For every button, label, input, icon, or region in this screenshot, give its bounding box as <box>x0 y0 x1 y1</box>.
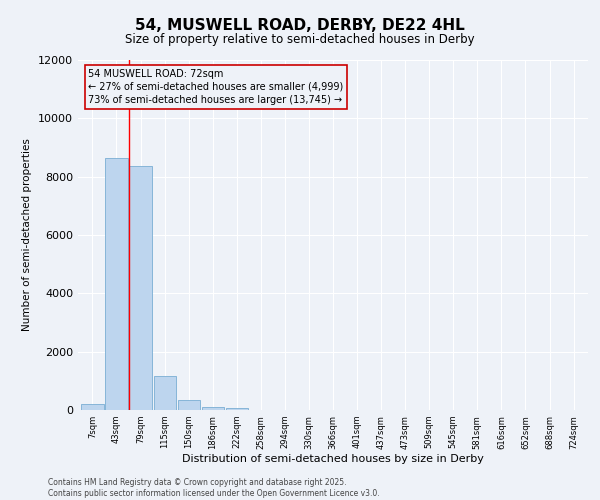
Text: Size of property relative to semi-detached houses in Derby: Size of property relative to semi-detach… <box>125 32 475 46</box>
Text: 54, MUSWELL ROAD, DERBY, DE22 4HL: 54, MUSWELL ROAD, DERBY, DE22 4HL <box>135 18 465 32</box>
Bar <box>178 400 200 410</box>
Bar <box>226 408 248 410</box>
Bar <box>82 404 104 410</box>
Bar <box>202 407 224 410</box>
Bar <box>154 376 176 410</box>
Bar <box>106 158 128 410</box>
Bar <box>130 166 152 410</box>
Y-axis label: Number of semi-detached properties: Number of semi-detached properties <box>22 138 32 332</box>
Text: Contains HM Land Registry data © Crown copyright and database right 2025.
Contai: Contains HM Land Registry data © Crown c… <box>48 478 380 498</box>
X-axis label: Distribution of semi-detached houses by size in Derby: Distribution of semi-detached houses by … <box>182 454 484 464</box>
Text: 54 MUSWELL ROAD: 72sqm
← 27% of semi-detached houses are smaller (4,999)
73% of : 54 MUSWELL ROAD: 72sqm ← 27% of semi-det… <box>88 69 343 105</box>
